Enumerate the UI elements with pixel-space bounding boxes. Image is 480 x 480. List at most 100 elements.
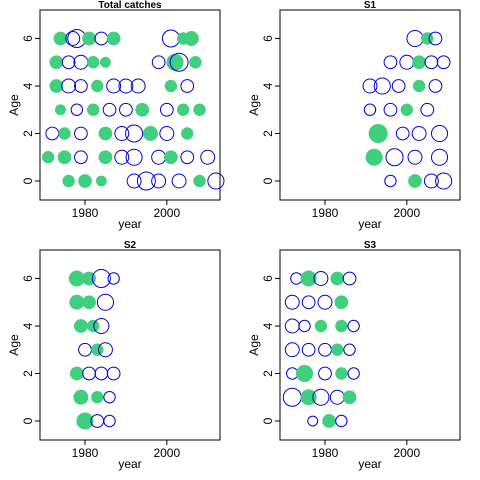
panel-1-positive-bubble [98,150,113,165]
panel-2-negative-bubble [430,148,449,166]
panel-2-positive-bubble [368,124,388,143]
panel-4-positive-bubble [335,319,348,333]
panel-1-negative-bubble [74,126,88,141]
panel-4: S3 1980 2000 0 2 4 6 year Age [247,240,461,471]
panel-2-negative-bubble [373,77,391,95]
panel-2-negative-bubble [435,172,453,190]
panel-4-x-tick-label: 2000 [393,446,420,460]
panel-1-positive-bubble [176,103,190,116]
panel-4-positive-bubble [300,389,317,406]
panel-1-negative-bubble [102,102,117,117]
panel-3-x-tick-label: 2000 [153,446,180,460]
panel-2-y-axis-label: Age [247,94,261,116]
panel-3-positive-bubble [76,412,94,430]
panel-4-negative-bubble [307,415,319,427]
panel-1-negative-bubble [74,150,88,165]
panel-4-negative-bubble [347,319,360,333]
panel-1-negative-bubble [106,78,122,94]
panel-2-positive-bubble [421,32,434,45]
panel-2-positive-bubble [412,55,426,70]
panel-3-x-tick-label: 1980 [72,446,99,460]
panel-3-positive-bubble [91,343,104,356]
panel-3-positive-bubble [69,294,85,310]
panel-2-frame [279,9,461,201]
panel-1-negative-bubble [114,126,130,141]
panel-3-y-axis-label: Age [7,334,21,356]
panel-3-y-tick-label: 2 [21,370,35,377]
panel-1-x-tick-label: 2000 [153,206,180,220]
panel-4-positive-bubble [331,343,344,356]
panel-1: Total catches 1980 2000 0 2 4 6 year Age [7,0,225,231]
panel-4-frame [279,249,461,441]
panel-1-positive-bubble [100,56,111,68]
panel-4-negative-bubble [298,319,311,333]
panel-1-positive-bubble [135,102,150,117]
panel-2-positive-bubble [400,103,414,116]
panel-2-negative-bubble [420,102,435,117]
panel-1-positive-bubble [166,53,184,71]
panel-4-positive-bubble [330,271,345,286]
panel-1-positive-bubble [58,127,71,140]
panel-2-negative-bubble [428,31,443,46]
panel-1-negative-bubble [126,173,142,189]
panel-3-negative-bubble [106,366,121,381]
panel-4-negative-bubble [301,342,316,357]
panel-3-positive-bubble [86,319,100,333]
panel-1-positive-bubble [164,150,178,165]
panel-1-positive-bubble [193,103,206,116]
panel-1-positive-bubble [41,151,55,164]
panel-4-negative-bubble [284,342,300,358]
panel-1-negative-bubble [180,79,195,93]
panel-2-negative-bubble [363,103,377,116]
panel-1-negative-bubble [159,126,175,141]
panel-2-negative-bubble [436,55,451,70]
panel-3-positive-bubble [82,295,96,310]
panel-4-negative-bubble [312,388,330,406]
panel-4-positive-bubble [334,295,349,310]
panel-1-negative-bubble [136,171,156,191]
panel-2-negative-bubble [411,126,427,141]
panel-2-negative-bubble [407,149,423,165]
panel-1-negative-bubble [200,149,216,165]
panel-1-positive-bubble [55,104,66,116]
panel-1-positive-bubble [95,175,107,187]
panel-1-positive-bubble [181,127,194,140]
panel-3-negative-bubble [107,272,120,285]
panel-1-positive-bubble [49,79,64,93]
panel-1-negative-bubble [207,172,225,190]
panel-4-title: S3 [364,240,377,251]
panel-1-negative-bubble [180,150,195,165]
panel-1-negative-bubble [130,78,146,94]
panel-4-negative-bubble [317,294,333,310]
panel-4-y-axis-label: Age [247,334,261,356]
panel-3-negative-bubble [96,293,115,311]
panel-1-positive-bubble [78,174,92,188]
panel-2: S1 1980 2000 0 2 4 6 year Age [247,0,461,231]
panel-1-positive-bubble [86,56,100,69]
panel-1-negative-bubble [125,124,144,143]
panel-1-positive-bubble [183,31,199,46]
panel-2-negative-bubble [430,124,449,143]
panel-2-y-tick-label: 6 [261,35,275,42]
panel-2-x-axis-label: year [358,217,381,231]
panel-1-positive-bubble [91,79,104,93]
panel-1-positive-bubble [98,126,113,141]
panel-2-negative-bubble [428,79,443,93]
panel-4-negative-bubble [347,367,360,380]
panel-2-negative-bubble [362,78,378,94]
panel-1-positive-bubble [189,56,202,69]
panel-4-negative-bubble [343,343,356,356]
panel-4-positive-bubble [295,364,314,383]
panel-2-x-tick-label: 1980 [312,206,339,220]
panel-2-title: S1 [364,0,377,11]
panel-1-title: Total catches [98,0,162,11]
panel-1-negative-bubble [118,78,134,94]
panel-1-positive-bubble [57,150,72,165]
panel-1-positive-bubble [164,79,178,93]
panel-3-y-tick-label: 6 [21,275,35,282]
panel-3: S2 1980 2000 0 2 4 6 year Age [7,240,221,471]
panel-1-frame [39,9,221,201]
panel-2-y-tick-label: 4 [261,82,275,89]
panel-4-positive-bubble [335,367,348,380]
